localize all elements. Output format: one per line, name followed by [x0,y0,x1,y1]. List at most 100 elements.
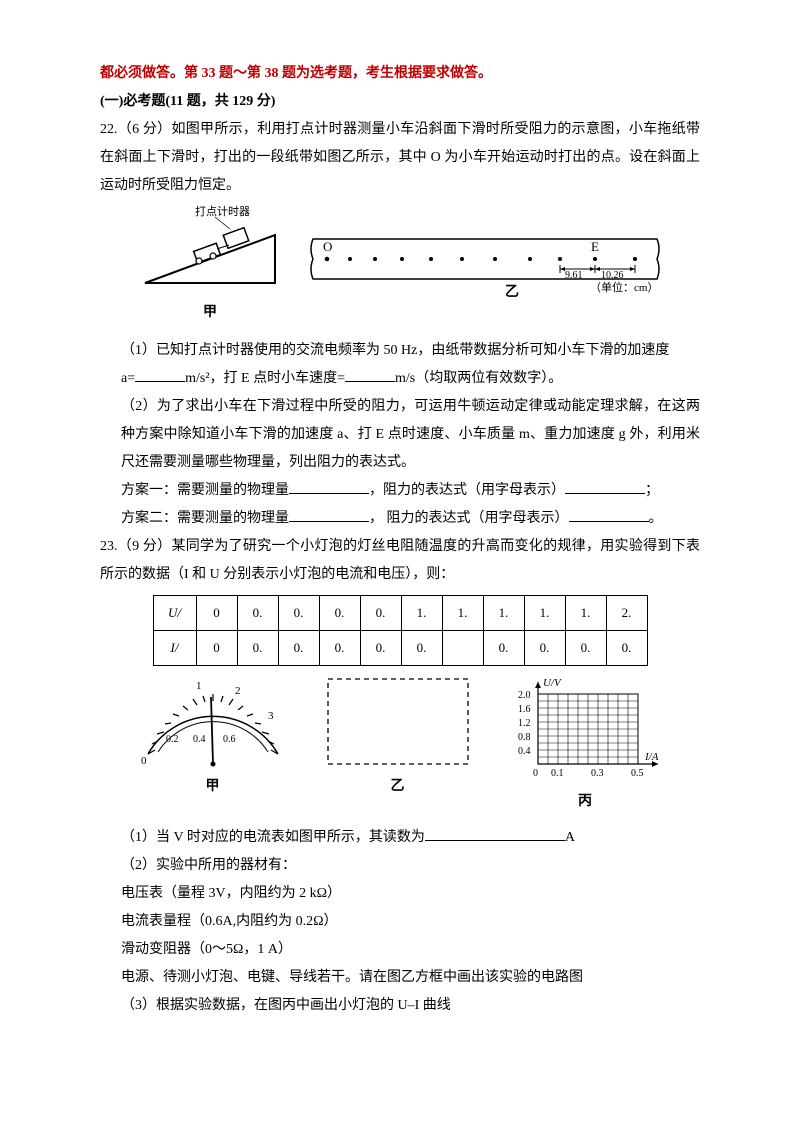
table-cell [442,631,483,666]
q23-item3: 电源、待测小灯泡、电键、导线若干。请在图乙方框中画出该实验的电路图 [100,964,700,992]
q22-p1a: （1）已知打点计时器使用的交流电频率为 50 Hz，由纸带数据分析可知小车下滑的… [100,337,700,365]
q22-figures: 打点计时器 甲 O [100,205,700,327]
s1c: ； [645,483,659,498]
svg-text:E: E [591,239,599,254]
blank-s2-2 [569,507,649,522]
q22-p1b: a=m/s²，打 E 点时小车速度=m/s（均取两位有效数字）。 [100,365,700,393]
table-cell: 0 [196,631,237,666]
header-line2: (一)必考题(11 题，共 129 分) [100,88,700,116]
grid-svg: U/V I/A 0.4 0.8 1.2 1.6 2.0 0 0.1 0.3 0.… [503,674,668,784]
q23-item1: 电流表量程（0.6A,内阻约为 0.2Ω） [100,908,700,936]
table-cell: 0. [278,631,319,666]
q23-p1: （1）当 V 时对应的电流表如图甲所示，其读数为 A [100,824,700,852]
blank-v [345,367,395,382]
svg-text:9.61: 9.61 [565,270,583,281]
q22-s2: 方案二：需要测量的物理量 ， 阻力的表达式（用字母表示） 。 [100,505,700,533]
row1-hdr: U/ [153,596,196,631]
svg-text:2.0: 2.0 [518,690,531,701]
svg-text:10.26: 10.26 [601,270,624,281]
table-cell: 0. [360,631,401,666]
s1b: ，阻力的表达式（用字母表示） [369,483,565,498]
svg-text:0: 0 [533,768,538,779]
tape-svg: O E 9.61 10.26 （单位：cm） [305,229,665,304]
svg-text:0.2: 0.2 [166,734,179,745]
q23-label-yi: 乙 [391,773,405,801]
table-cell: 0. [606,631,647,666]
blank-a [135,367,185,382]
q22-fig-jia: 打点计时器 甲 [135,205,285,327]
svg-text:0.3: 0.3 [591,768,604,779]
table-cell: 2. [606,596,647,631]
q23-label-jia: 甲 [206,773,220,801]
svg-text:U/V: U/V [543,677,562,689]
table-cell: 0. [278,596,319,631]
table-cell: 1. [442,596,483,631]
table-cell: 0. [565,631,606,666]
table-cell: 0 [196,596,237,631]
table-cell: 0. [237,631,278,666]
q22-s1: 方案一：需要测量的物理量 ，阻力的表达式（用字母表示） ； [100,477,700,505]
svg-text:2: 2 [235,685,241,697]
table-row: U/ 0 0. 0. 0. 0. 1. 1. 1. 1. 1. 2. [153,596,647,631]
q22-stem: 22.（6 分）如图甲所示，利用打点计时器测量小车沿斜面下滑时所受阻力的示意图，… [100,116,700,200]
svg-text:0.6: 0.6 [223,734,236,745]
q23-item2: 滑动变阻器（0～5Ω，1 A） [100,936,700,964]
q23-p1a: （1）当 V 时对应的电流表如图甲所示，其读数为 [121,830,425,845]
s1a: 方案一：需要测量的物理量 [121,483,289,498]
table-cell: 1. [524,596,565,631]
q22-fig-yi: O E 9.61 10.26 （单位：cm） [305,229,665,304]
table-cell: 1. [483,596,524,631]
table-cell: 1. [565,596,606,631]
table-row: I/ 0 0. 0. 0. 0. 0. 0. 0. 0. 0. [153,631,647,666]
q23-table: U/ 0 0. 0. 0. 0. 1. 1. 1. 1. 1. 2. I/ 0 … [153,595,648,666]
q23-figures: 0 0.2 0.4 0.6 1 2 3 甲 乙 [100,674,700,816]
q23-item0: 电压表（量程 3V，内阻约为 2 kΩ） [100,880,700,908]
header-line1: 都必须做答。第 33 题～第 38 题为选考题，考生根据要求做答。 [100,60,700,88]
svg-text:1.2: 1.2 [518,718,531,729]
q23-fig-yi: 乙 [323,674,473,801]
q23-p2: （2）实验中所用的器材有： [100,852,700,880]
blank-s2-1 [289,507,369,522]
q22-p2: （2）为了求出小车在下滑过程中所受的阻力，可运用牛顿运动定律或动能定理求解，在这… [100,393,700,477]
q23-p3: （3）根据实验数据，在图丙中画出小灯泡的 U–I 曲线 [100,992,700,1020]
q23-label-bing: 丙 [578,788,592,816]
svg-text:3: 3 [268,710,274,722]
q23-fig-bing: U/V I/A 0.4 0.8 1.2 1.6 2.0 0 0.1 0.3 0.… [503,674,668,816]
svg-text:1.6: 1.6 [518,704,531,715]
svg-text:O: O [323,239,332,254]
row2-hdr: I/ [153,631,196,666]
q23-stem: 23.（9 分）某同学为了研究一个小灯泡的灯丝电阻随温度的升高而变化的规律，用实… [100,533,700,589]
timer-label-text: 打点计时器 [195,205,250,218]
blank-s1-1 [289,479,369,494]
s2b: ， 阻力的表达式（用字母表示） [369,511,569,526]
table-cell: 0. [401,631,442,666]
q22-a-prefix: a= [121,371,135,386]
svg-text:1: 1 [196,680,202,692]
svg-text:0.4: 0.4 [193,734,206,745]
s2a: 方案二：需要测量的物理量 [121,511,289,526]
incline-svg: 打点计时器 [135,205,285,295]
q23-fig-jia: 0 0.2 0.4 0.6 1 2 3 甲 [133,674,293,801]
table-cell: 0. [319,596,360,631]
table-cell: 0. [319,631,360,666]
q23-p1b: A [565,830,575,845]
svg-text:I/A: I/A [644,751,659,763]
svg-text:0.5: 0.5 [631,768,644,779]
svg-text:0.4: 0.4 [518,746,531,757]
blank-s1-2 [565,479,645,494]
blank-read [425,826,565,841]
q22-label-jia: 甲 [203,299,217,327]
table-cell: 0. [524,631,565,666]
svg-text:0.8: 0.8 [518,732,531,743]
svg-text:（单位：cm）: （单位：cm） [590,280,658,294]
svg-text:乙: 乙 [505,284,519,300]
svg-text:0: 0 [141,755,147,767]
table-cell: 0. [360,596,401,631]
ammeter-svg: 0 0.2 0.4 0.6 1 2 3 [133,674,293,769]
s2c: 。 [649,511,663,526]
table-cell: 0. [483,631,524,666]
svg-text:0.1: 0.1 [551,768,564,779]
table-cell: 0. [237,596,278,631]
table-cell: 1. [401,596,442,631]
q22-a-unit2: m/s（均取两位有效数字）。 [395,371,562,386]
